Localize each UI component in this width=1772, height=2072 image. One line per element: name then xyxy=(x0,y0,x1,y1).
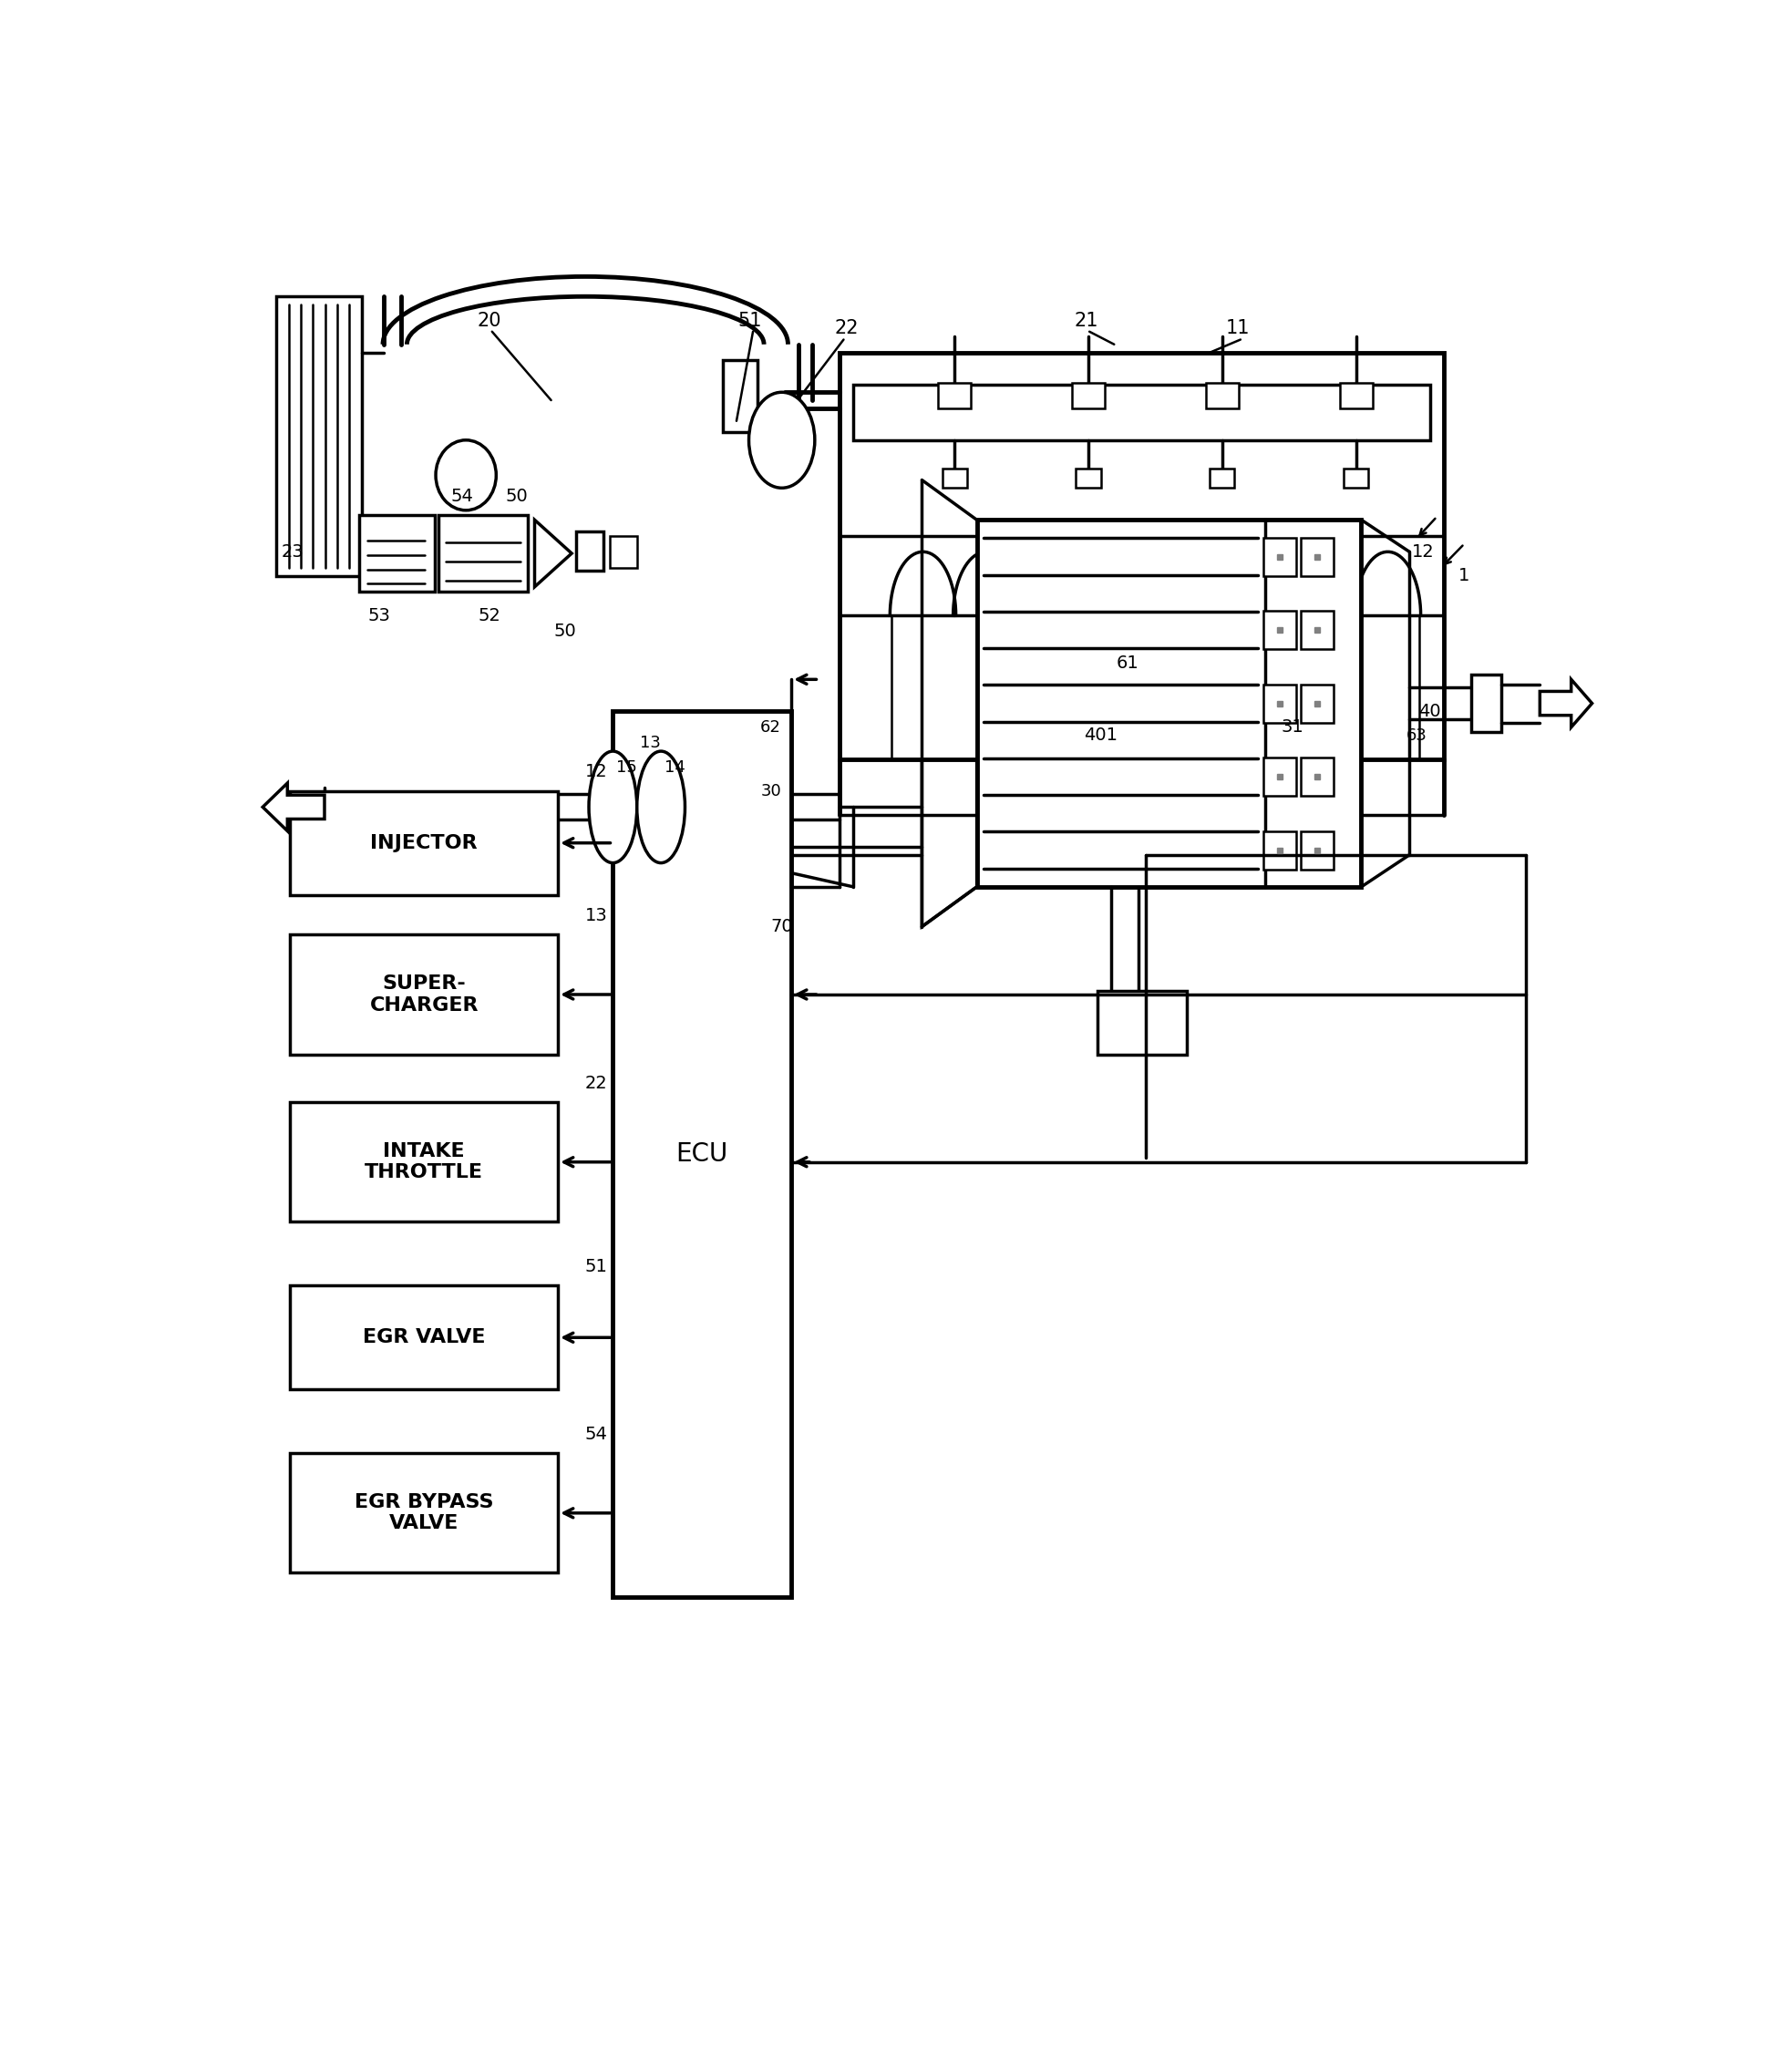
Text: 13: 13 xyxy=(585,908,608,924)
Bar xyxy=(610,537,638,568)
Bar xyxy=(840,352,1444,758)
Text: 30: 30 xyxy=(760,783,781,800)
Polygon shape xyxy=(262,783,324,831)
Text: 62: 62 xyxy=(760,719,781,736)
Text: 51: 51 xyxy=(585,1258,608,1274)
Bar xyxy=(291,934,558,1055)
Text: 31: 31 xyxy=(1281,719,1304,736)
Bar xyxy=(1097,990,1187,1055)
Text: 14: 14 xyxy=(664,758,686,775)
Bar xyxy=(1301,611,1334,649)
Bar xyxy=(1263,758,1297,796)
Text: 54: 54 xyxy=(585,1426,608,1442)
Text: 50: 50 xyxy=(553,624,576,640)
Text: 21: 21 xyxy=(1074,311,1099,329)
Text: 52: 52 xyxy=(478,607,501,624)
Bar xyxy=(1340,383,1373,408)
Text: INTAKE
THROTTLE: INTAKE THROTTLE xyxy=(365,1142,484,1181)
Bar xyxy=(976,520,1361,887)
Bar xyxy=(1301,758,1334,796)
Bar xyxy=(1343,468,1368,487)
Text: 53: 53 xyxy=(369,607,392,624)
Polygon shape xyxy=(921,481,976,926)
Text: 401: 401 xyxy=(1083,727,1118,744)
Text: 1: 1 xyxy=(1458,568,1471,584)
Bar xyxy=(943,468,968,487)
Text: 61: 61 xyxy=(1116,655,1139,671)
Bar xyxy=(937,383,971,408)
Bar xyxy=(1471,675,1501,731)
Bar xyxy=(1301,831,1334,870)
Text: 70: 70 xyxy=(771,918,794,934)
Bar xyxy=(723,361,757,433)
Bar xyxy=(291,1285,558,1390)
Bar xyxy=(1263,611,1297,649)
Bar xyxy=(1072,383,1106,408)
Bar xyxy=(438,516,528,593)
Bar xyxy=(613,711,792,1598)
Ellipse shape xyxy=(588,752,636,862)
Ellipse shape xyxy=(636,752,686,862)
Bar xyxy=(291,1452,558,1573)
Text: 15: 15 xyxy=(617,758,638,775)
Bar xyxy=(1301,684,1334,723)
Text: SUPER-
CHARGER: SUPER- CHARGER xyxy=(370,974,478,1013)
Bar xyxy=(576,530,602,572)
Bar xyxy=(1205,383,1239,408)
Text: 12: 12 xyxy=(585,762,608,781)
Text: 40: 40 xyxy=(1419,702,1441,719)
Text: 20: 20 xyxy=(477,311,501,329)
Text: 23: 23 xyxy=(282,543,305,559)
Circle shape xyxy=(436,439,496,510)
Text: 50: 50 xyxy=(505,487,528,506)
Bar xyxy=(291,1102,558,1222)
Text: ECU: ECU xyxy=(677,1142,728,1167)
Text: 22: 22 xyxy=(585,1075,608,1092)
Text: 13: 13 xyxy=(640,736,661,752)
Text: 63: 63 xyxy=(1405,727,1426,744)
Text: 12: 12 xyxy=(1412,543,1434,559)
Text: 11: 11 xyxy=(1226,319,1249,338)
Text: 22: 22 xyxy=(835,319,858,338)
Text: EGR BYPASS
VALVE: EGR BYPASS VALVE xyxy=(354,1494,494,1533)
Bar xyxy=(291,792,558,895)
Ellipse shape xyxy=(750,392,815,489)
Text: INJECTOR: INJECTOR xyxy=(370,833,478,852)
Text: EGR VALVE: EGR VALVE xyxy=(363,1328,486,1347)
Bar xyxy=(1076,468,1100,487)
Bar xyxy=(1263,537,1297,576)
Bar xyxy=(854,383,1430,439)
Bar xyxy=(276,296,361,576)
Bar xyxy=(1263,684,1297,723)
Bar xyxy=(358,516,434,593)
Bar xyxy=(1210,468,1235,487)
Text: 54: 54 xyxy=(450,487,473,506)
Bar xyxy=(1301,537,1334,576)
Polygon shape xyxy=(1540,680,1591,727)
Text: 51: 51 xyxy=(739,311,762,329)
Bar xyxy=(1263,831,1297,870)
Polygon shape xyxy=(535,520,572,586)
